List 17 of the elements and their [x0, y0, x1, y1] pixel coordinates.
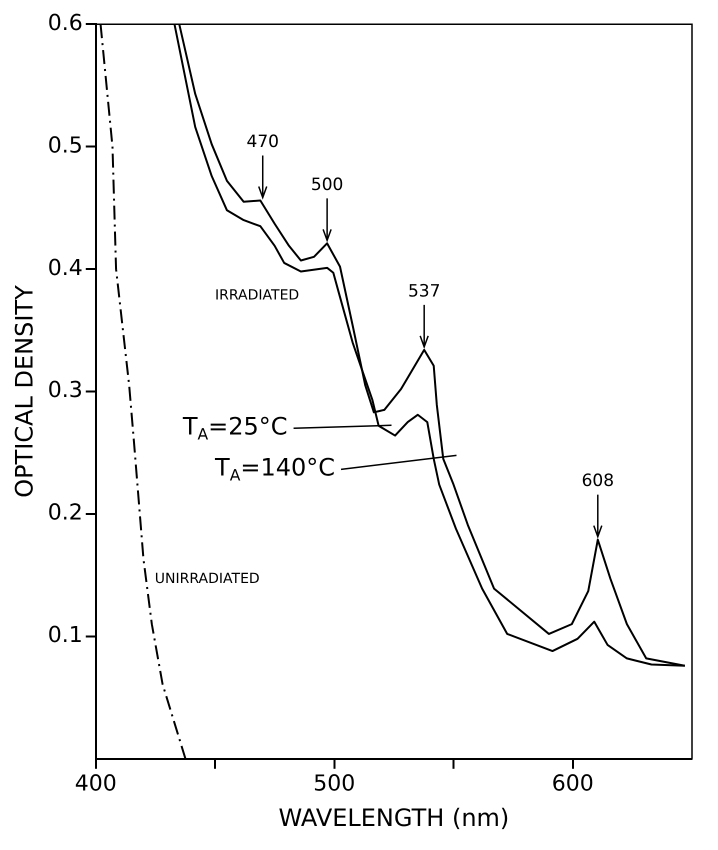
y-tick-label: 0.2	[48, 500, 83, 526]
y-axis-title: OPTICAL DENSITY	[10, 284, 39, 498]
x-tick-label: 600	[552, 772, 594, 797]
y-tick-label: 0.5	[48, 133, 83, 158]
y-tick-label: 0.1	[48, 623, 83, 648]
annotation: 500	[310, 174, 344, 195]
annotation: IRRADIATED	[215, 288, 300, 304]
x-axis-title: WAVELENGTH (nm)	[278, 804, 510, 832]
y-tick-label: 0.3	[48, 378, 83, 404]
y-tick-label: 0.4	[48, 256, 83, 281]
annotation: 537	[408, 281, 440, 302]
y-tick-label: 0.6	[48, 10, 83, 36]
annotation: UNIRRADIATED	[154, 571, 260, 588]
x-tick-label: 500	[313, 772, 356, 797]
x-tick-label: 400	[74, 772, 117, 797]
annotation: 608	[582, 471, 614, 492]
annotation: 470	[246, 132, 279, 152]
